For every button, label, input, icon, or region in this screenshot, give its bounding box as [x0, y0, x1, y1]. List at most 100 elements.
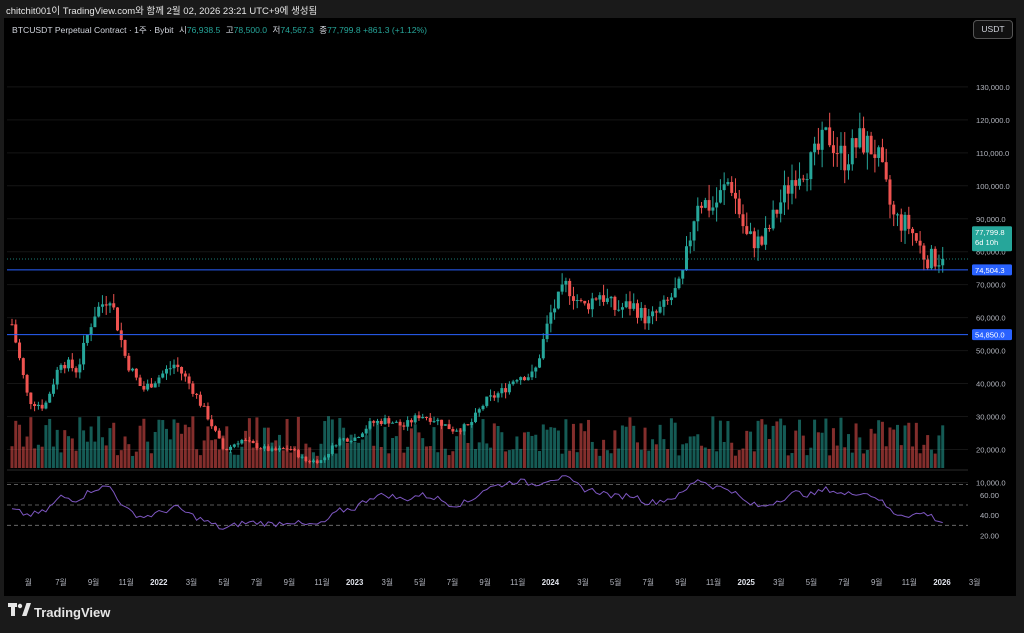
candle-body [164, 368, 168, 374]
candle-body [745, 226, 749, 234]
volume-bar [926, 435, 930, 468]
candle-body [677, 278, 681, 289]
price-axis[interactable]: 10,000.0 20,000.0 30,000.0 40,000.0 50,000.0… [972, 83, 1012, 541]
candle-body [504, 388, 508, 393]
volume-bar [568, 450, 572, 468]
volume-bar [496, 425, 500, 468]
volume-bar [515, 436, 519, 468]
candle-body [639, 307, 643, 318]
candle-body [323, 457, 327, 461]
candle-body [489, 395, 493, 397]
volume-bar [51, 446, 55, 468]
price-tick-label: 70,000.0 [976, 281, 1006, 290]
candle-body [466, 424, 470, 426]
volume-bar [353, 441, 357, 468]
candle-body [421, 416, 425, 419]
volume-bar [406, 446, 410, 468]
volume-bar [285, 419, 289, 468]
volume-bar [669, 418, 673, 468]
volume-bar [492, 423, 496, 468]
candle-body [798, 178, 802, 186]
volume-bar [914, 422, 918, 468]
change-value: +861.3 (+1.12%) [363, 25, 428, 35]
candle-body [21, 358, 25, 376]
candle-body [794, 180, 798, 186]
candle-body [568, 280, 572, 297]
candle-body [406, 420, 410, 427]
volume-bar [617, 448, 621, 468]
volume-bar [383, 426, 387, 468]
candle-body [300, 456, 304, 458]
volume-bar [259, 449, 263, 468]
candle-body [417, 415, 421, 419]
volume-bar [828, 455, 832, 468]
candle-body [18, 342, 22, 359]
candle-body [262, 446, 266, 449]
volume-bar [786, 455, 790, 468]
candle-body [636, 303, 640, 318]
candle-body [549, 312, 553, 324]
candle-body [424, 416, 428, 418]
candle-body [213, 426, 217, 431]
candle-body [801, 178, 805, 180]
time-tick-label: 3월 [773, 577, 785, 587]
volume-bar [40, 446, 44, 468]
candle-body [304, 456, 308, 462]
volume-bar [428, 446, 432, 468]
volume-bar [82, 430, 86, 468]
candle-body [858, 128, 862, 148]
volume-bar [357, 442, 361, 468]
grid [7, 86, 968, 483]
volume-bar [387, 453, 391, 468]
tradingview-logo-icon[interactable] [8, 603, 32, 617]
price-chart[interactable]: 10,000.0 20,000.0 30,000.0 40,000.0 50,000.0… [0, 0, 1024, 596]
volume-bar [251, 447, 255, 468]
volume-bar [63, 430, 67, 468]
volume-bar [172, 419, 176, 468]
symbol-label[interactable]: BTCUSDT Perpetual Contract · 1주 · Bybit [12, 25, 174, 35]
candle-body [470, 422, 474, 426]
candle-body [779, 202, 783, 214]
volume-bar [33, 448, 37, 468]
candle-body [394, 421, 398, 423]
candle-body [820, 129, 824, 150]
candle-body [244, 439, 248, 441]
candle-body [157, 377, 161, 384]
volume-bar [775, 421, 779, 468]
volume-bar [458, 428, 462, 468]
brand-name[interactable]: TradingView [34, 605, 111, 620]
candle-body [123, 340, 127, 356]
chart-frame[interactable] [4, 18, 1016, 596]
volume-bar [59, 452, 63, 468]
volume-bar [688, 436, 692, 468]
time-tick-label: 3월 [577, 577, 589, 587]
candle-body [929, 248, 933, 269]
volume-bar [730, 442, 734, 468]
volume-bar [394, 436, 398, 468]
time-tick-label: 5월 [218, 577, 230, 587]
price-tick-label: 80,000.0 [976, 248, 1006, 257]
open-value: 76,938.5 [186, 25, 221, 35]
time-axis[interactable]: 월 7월 9월 11월 2022 3월 5월 7월 9월 11월 2023 3월 5월 7월 9월 11월 20… [25, 577, 981, 587]
volume-bar [639, 449, 643, 468]
volume-bar [89, 426, 93, 468]
price-tick-label: 100,000.0 [976, 182, 1010, 191]
time-tick-label: 9월 [88, 577, 100, 587]
volume-bar [609, 453, 613, 468]
volume-bar [847, 434, 851, 468]
candle-body [835, 153, 839, 155]
candle-body [790, 180, 794, 194]
candle-body [711, 207, 715, 211]
currency-button[interactable]: USDT [973, 20, 1013, 39]
candle-body [722, 184, 726, 191]
candle-body [583, 300, 587, 304]
volume-bar [628, 417, 632, 468]
volume-bar [677, 455, 681, 468]
volume-bar [741, 448, 745, 468]
candle-body [447, 424, 451, 430]
high-value: 78,500.0 [233, 25, 268, 35]
volume-bar [455, 436, 459, 468]
horizontal-line-tag [972, 264, 1012, 276]
volume-bar [715, 451, 719, 468]
volume-bar [67, 436, 71, 468]
